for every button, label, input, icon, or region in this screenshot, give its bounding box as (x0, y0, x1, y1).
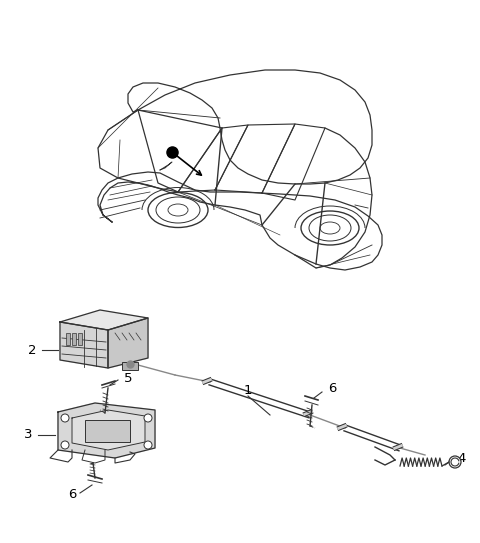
Text: 3: 3 (24, 428, 32, 441)
Polygon shape (58, 403, 155, 458)
Ellipse shape (168, 204, 188, 216)
Text: 1: 1 (244, 383, 252, 396)
Circle shape (61, 441, 69, 449)
Bar (66, 333, 70, 345)
Text: 5: 5 (124, 371, 132, 384)
Ellipse shape (309, 215, 351, 241)
Ellipse shape (148, 193, 208, 228)
Circle shape (449, 456, 461, 468)
Bar (122, 362, 138, 370)
Circle shape (144, 441, 152, 449)
Text: 4: 4 (458, 451, 466, 464)
Circle shape (61, 414, 69, 422)
Ellipse shape (301, 211, 359, 245)
Ellipse shape (156, 197, 200, 223)
Text: 2: 2 (28, 344, 36, 357)
Text: 6: 6 (328, 382, 336, 395)
Polygon shape (72, 410, 145, 450)
Polygon shape (60, 310, 148, 330)
Text: 6: 6 (68, 489, 76, 502)
Bar (85, 420, 130, 442)
Polygon shape (108, 318, 148, 368)
Ellipse shape (320, 222, 340, 234)
Bar (72, 333, 76, 345)
Bar (78, 333, 82, 345)
Circle shape (144, 414, 152, 422)
Polygon shape (60, 322, 108, 368)
